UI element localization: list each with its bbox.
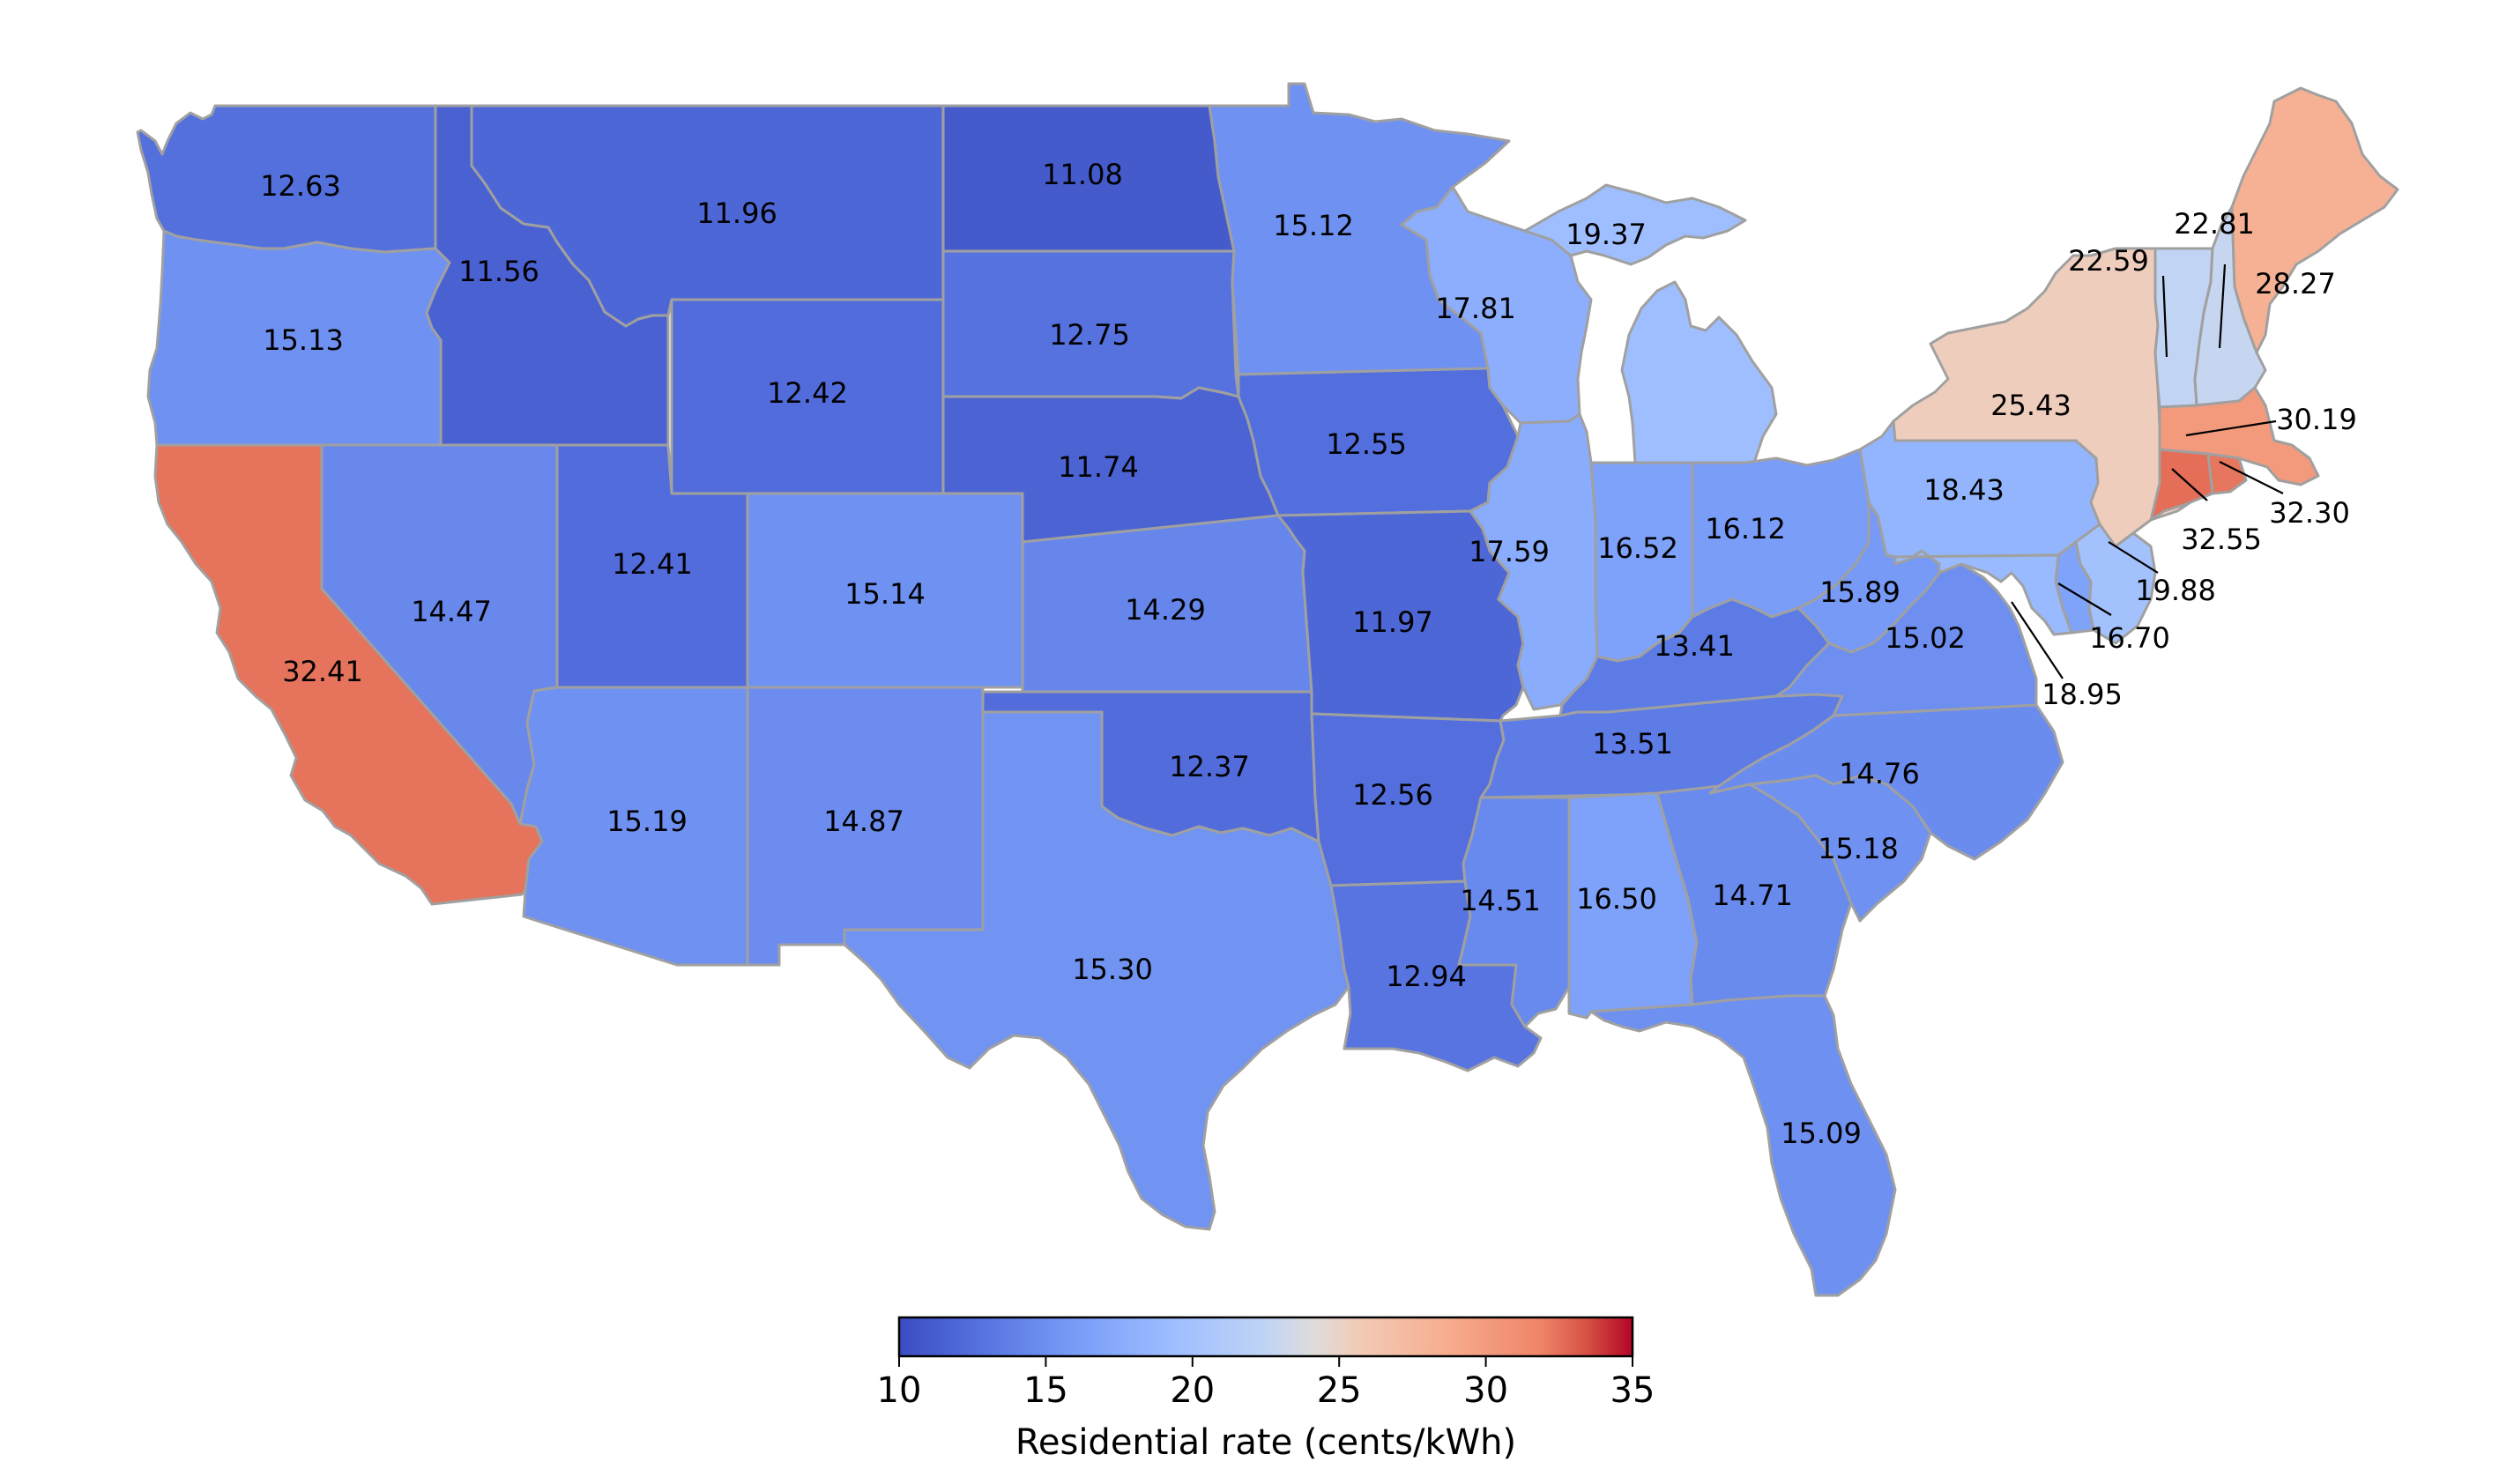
state-label-nc: 14.76 — [1839, 757, 1920, 790]
state-label-me: 28.27 — [2255, 267, 2336, 301]
state-label-ny: 25.43 — [1990, 389, 2071, 422]
state-mi — [1523, 183, 1778, 464]
state-label-pa: 18.43 — [1923, 473, 2005, 507]
state-label-ok: 12.37 — [1169, 750, 1250, 783]
state-label-nm: 14.87 — [823, 805, 904, 838]
state-label-de: 16.70 — [2089, 621, 2170, 655]
state-label-wa: 12.63 — [260, 169, 341, 203]
state-label-sc: 15.18 — [1818, 832, 1899, 865]
state-label-sd: 12.75 — [1049, 318, 1130, 352]
state-fl — [1589, 994, 1897, 1297]
state-label-vt: 22.59 — [2068, 244, 2149, 278]
state-label-il: 17.59 — [1469, 535, 1550, 568]
state-label-md: 18.95 — [2042, 678, 2123, 711]
leader-line-de — [2057, 582, 2112, 616]
colorbar-gradient — [897, 1316, 1634, 1358]
state-label-fl: 15.09 — [1781, 1117, 1862, 1150]
leader-line-vt — [2161, 275, 2168, 358]
state-label-id: 11.56 — [458, 255, 539, 288]
leader-line-md — [2011, 601, 2064, 679]
state-md — [1893, 549, 2073, 636]
state-label-mi: 19.37 — [1566, 218, 1647, 251]
state-label-ms: 14.51 — [1460, 884, 1541, 917]
state-label-ri: 32.30 — [2269, 496, 2350, 530]
colorbar: 10 15 20 25 30 35 Residential rate (cents/kWh… — [877, 1316, 1655, 1463]
state-label-ut: 12.41 — [612, 547, 693, 581]
colorbar-tick-label: 10 — [877, 1370, 922, 1411]
state-label-nj: 19.88 — [2135, 574, 2216, 607]
state-label-wy: 12.42 — [767, 376, 848, 410]
state-label-wv: 15.89 — [1819, 575, 1900, 609]
colorbar-tick-label: 25 — [1317, 1370, 1362, 1411]
state-label-va: 15.02 — [1885, 621, 1966, 655]
state-label-or: 15.13 — [263, 323, 344, 357]
colorbar-ticks: 10 15 20 25 30 35 — [877, 1356, 1655, 1411]
state-label-ks: 14.29 — [1125, 593, 1206, 627]
state-label-tn: 13.51 — [1592, 727, 1673, 761]
state-label-ct: 32.55 — [2181, 523, 2262, 556]
state-label-in: 16.52 — [1597, 531, 1678, 565]
leader-line-ma — [2185, 419, 2277, 437]
state-label-ga: 14.71 — [1712, 879, 1793, 912]
state-label-mn: 15.12 — [1273, 209, 1354, 242]
colorbar-title: Residential rate (cents/kWh) — [1015, 1422, 1516, 1463]
state-label-az: 15.19 — [606, 805, 688, 838]
state-label-ca: 32.41 — [282, 655, 363, 688]
colorbar-tick-label: 15 — [1023, 1370, 1068, 1411]
state-label-oh: 16.12 — [1705, 512, 1786, 545]
state-label-co: 15.14 — [844, 577, 926, 611]
colorbar-tick-label: 35 — [1610, 1370, 1655, 1411]
state-me — [2230, 86, 2399, 354]
state-label-ia: 12.55 — [1326, 427, 1407, 461]
leader-line-nh — [2218, 263, 2227, 349]
leader-line-ct — [2171, 468, 2208, 501]
colorbar-tick-label: 30 — [1463, 1370, 1508, 1411]
leader-line-nj — [2108, 541, 2159, 574]
state-label-nh: 22.81 — [2174, 207, 2255, 241]
state-ri — [2206, 452, 2248, 495]
state-label-mo: 11.97 — [1352, 605, 1433, 639]
colorbar-tick-label: 20 — [1170, 1370, 1215, 1411]
state-value-labels: 12.63 15.13 32.41 11.56 14.47 11.96 12.42 12.41… — [260, 158, 2357, 1150]
leader-line-ri — [2219, 461, 2284, 494]
state-label-nd: 11.08 — [1042, 158, 1123, 191]
state-az — [518, 686, 749, 967]
state-nc — [1708, 703, 2064, 861]
leader-lines — [2011, 263, 2284, 679]
state-label-ar: 12.56 — [1352, 778, 1433, 812]
state-label-ky: 13.41 — [1654, 629, 1735, 663]
state-label-la: 12.94 — [1386, 960, 1467, 993]
state-label-nv: 14.47 — [411, 595, 492, 628]
state-label-ne: 11.74 — [1058, 450, 1139, 484]
state-label-mt: 11.96 — [696, 197, 777, 230]
state-label-wi: 17.81 — [1435, 292, 1516, 325]
states-layer — [136, 82, 2399, 1297]
state-label-al: 16.50 — [1576, 882, 1657, 916]
state-label-ma: 30.19 — [2276, 403, 2357, 436]
state-ms — [1457, 796, 1571, 1028]
state-label-tx: 15.30 — [1072, 953, 1153, 986]
state-tx — [843, 710, 1350, 1231]
state-wi — [1400, 185, 1593, 425]
